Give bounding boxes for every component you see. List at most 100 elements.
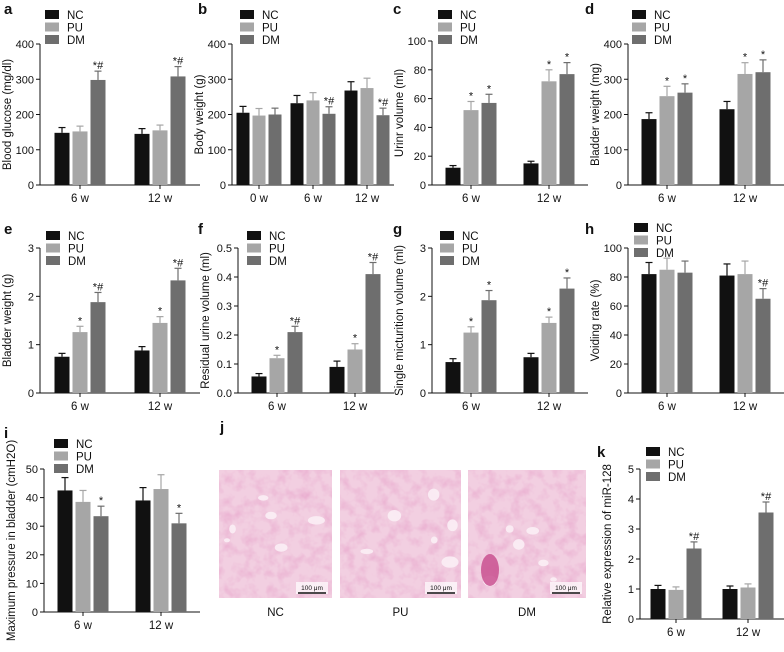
histology-label-DM: DM (518, 607, 536, 619)
legend-swatch-DM (646, 472, 660, 481)
x-tick-label: 12 w (148, 401, 173, 413)
y-tick-label: 100 (408, 36, 426, 48)
legend-swatch-DM (46, 256, 60, 265)
legend-swatch-PU (646, 459, 660, 469)
significance-mark: * (99, 495, 104, 507)
y-tick-label: 1 (420, 340, 426, 352)
y-tick-label: 80 (414, 65, 426, 77)
legend-swatch-PU (54, 451, 68, 461)
legend-label-DM: DM (462, 256, 480, 268)
legend-label-DM: DM (68, 256, 86, 268)
significance-mark: *# (93, 281, 104, 293)
y-axis-label: Bladder weight (g) (2, 274, 14, 367)
significance-mark: * (547, 59, 552, 71)
significance-mark: * (487, 83, 492, 95)
y-tick-label: 4 (628, 494, 634, 506)
x-tick-label: 12 w (343, 401, 368, 413)
legend-label-DM: DM (460, 35, 478, 47)
tissue-texture (340, 470, 461, 598)
y-tick-label: 5 (628, 464, 634, 476)
x-tick-label: 12 w (733, 193, 758, 205)
y-tick-label: 0 (28, 388, 34, 400)
tissue-void (550, 577, 557, 582)
bar-NC-12w (135, 500, 151, 612)
scale-bar-box (425, 582, 457, 594)
histology-image-NC: 100 μm NC (219, 470, 332, 619)
bar-DM-6w (90, 79, 106, 185)
significance-mark: *# (378, 97, 389, 109)
legend-swatch-DM (45, 35, 59, 44)
y-axis-label: Relative expression of miR-128 (602, 464, 614, 624)
bar-DM-6w (686, 548, 702, 619)
bar-DM-12w (170, 280, 186, 393)
y-tick-label: 20 (610, 359, 622, 371)
tissue-void (538, 559, 549, 567)
legend-label-PU: PU (262, 23, 278, 35)
bar-DM-12w (755, 298, 771, 393)
significance-mark: * (469, 316, 474, 328)
legend-swatch-NC (440, 231, 454, 240)
y-tick-label: 0.2 (217, 330, 232, 342)
legend-swatch-DM (54, 464, 68, 473)
legend-swatch-DM (240, 35, 254, 44)
histology-panel-j: j 100 μm NC 100 μm PU 100 μm DM (219, 419, 586, 619)
chart-f: f 0.0 0.1 0.2 0.3 0.4 0.5 Residual urine volume… (198, 221, 394, 413)
y-tick-label: 0.4 (217, 272, 232, 284)
y-axis-label: Voiding rate (%) (590, 279, 602, 361)
x-tick-label: 6 w (71, 193, 90, 205)
legend-swatch-PU (632, 22, 646, 32)
x-tick-label: 6 w (71, 401, 90, 413)
tissue-dark-region (481, 554, 499, 586)
y-tick-label: 0.1 (217, 359, 232, 371)
significance-mark: *# (173, 257, 184, 269)
y-tick-label: 20 (26, 550, 38, 562)
legend-label-NC: NC (462, 231, 479, 243)
significance-mark: *# (290, 315, 301, 327)
legend-label-DM: DM (654, 35, 672, 47)
bar-PU-6w (269, 358, 285, 393)
legend-label-DM: DM (668, 472, 686, 484)
x-tick-label: 12 w (355, 193, 380, 205)
y-tick-label: 0 (616, 180, 622, 192)
legend-swatch-NC (45, 10, 59, 19)
legend-label-NC: NC (76, 439, 93, 451)
bar-PU-6w (306, 100, 320, 185)
significance-mark: * (565, 267, 570, 279)
y-tick-label: 0 (220, 180, 226, 192)
bar-NC-12w (134, 350, 150, 393)
bar-PU-6w (659, 96, 675, 185)
tissue-void (526, 526, 540, 535)
y-tick-label: 0.5 (217, 243, 232, 255)
y-tick-label: 100 (604, 145, 622, 157)
panel-label-c: c (393, 1, 401, 18)
bar-DM-6w (322, 113, 336, 185)
y-tick-label: 50 (26, 464, 38, 476)
y-axis-label: Maximum pressure in bladder (cmH2O) (6, 440, 18, 641)
bar-DM-12w (559, 288, 575, 393)
y-tick-label: 1 (628, 584, 634, 596)
y-axis-label: Urinr volume (ml) (394, 69, 406, 157)
bar-NC-6w (641, 119, 657, 185)
y-tick-label: 0.3 (217, 301, 232, 313)
chart-h: h 0 20 40 60 80 100 Voiding rate (%) 6 w 12 w *# NC… (585, 221, 784, 413)
x-tick-label: 6 w (268, 401, 287, 413)
legend-swatch-PU (46, 243, 60, 253)
x-tick-label: 6 w (658, 193, 677, 205)
bar-DM-6w (90, 302, 106, 393)
legend-swatch-DM (440, 256, 454, 265)
bar-PU-6w (463, 110, 479, 185)
scale-bar-label: 100 μm (430, 585, 452, 592)
panel-label-a: a (4, 1, 13, 18)
y-tick-label: 300 (604, 74, 622, 86)
x-tick-label: 6 w (74, 620, 93, 632)
significance-mark: *# (324, 96, 335, 108)
bar-NC-12w (722, 589, 738, 619)
tissue-void (430, 536, 438, 544)
bar-PU-6w (72, 332, 88, 393)
scale-bar-label: 100 μm (555, 585, 577, 592)
chart-e: e 0 1 2 3 Bladder weight (g) 6 w * *# 12 w * *# NCPU… (2, 221, 200, 413)
bar-PU-0w (252, 115, 266, 185)
y-tick-label: 300 (16, 74, 34, 86)
